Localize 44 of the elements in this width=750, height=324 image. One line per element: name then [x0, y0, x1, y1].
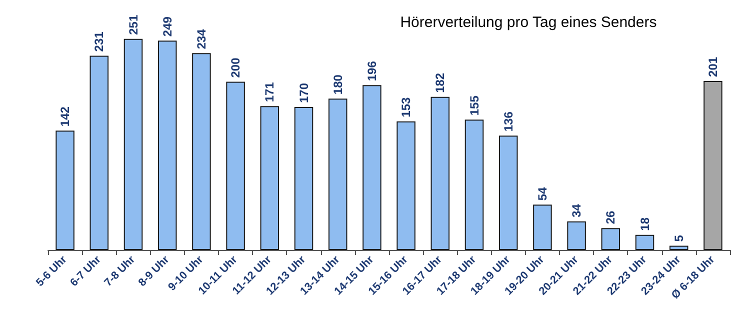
data-label: 249: [160, 16, 174, 37]
data-label: 231: [92, 31, 106, 52]
bar: [464, 120, 484, 250]
bar: [158, 40, 177, 250]
bar: [56, 130, 74, 250]
bar: [498, 136, 518, 250]
data-label: 34: [570, 204, 584, 218]
data-label: 142: [58, 106, 72, 127]
bar: [192, 53, 211, 250]
data-label: 182: [433, 72, 448, 93]
data-label: 26: [604, 210, 618, 224]
data-label: 171: [262, 82, 277, 102]
bar: [294, 107, 314, 250]
bar: [669, 246, 688, 250]
bar: [226, 82, 245, 250]
data-label: 200: [228, 57, 243, 78]
bar: [90, 56, 109, 250]
data-label: 155: [467, 95, 482, 116]
data-label: 153: [399, 96, 414, 118]
bar: [533, 204, 552, 250]
bar: [260, 106, 280, 250]
data-label: 170: [296, 82, 311, 104]
x-tick-label: 6-7 Uhr: [68, 253, 104, 290]
bar: [124, 38, 143, 250]
bar: [601, 228, 620, 250]
bar: [328, 98, 348, 250]
data-label: 196: [364, 60, 379, 82]
data-label: 136: [501, 111, 516, 132]
data-label: 5: [672, 234, 686, 242]
data-label: 180: [330, 74, 345, 95]
x-tick-label: 5-6 Uhr: [34, 253, 70, 290]
bar: [396, 121, 416, 250]
bar: [430, 96, 450, 250]
data-label: 234: [194, 28, 208, 50]
data-label: 18: [638, 217, 652, 231]
data-label: 201: [706, 56, 720, 77]
data-label: 251: [126, 14, 140, 35]
chart-title: Hörerverteilung pro Tag eines Senders: [400, 14, 657, 31]
bar: [704, 80, 722, 250]
data-label: 54: [535, 186, 550, 201]
bar: [362, 85, 382, 250]
x-tick-label: 7-8 Uhr: [102, 253, 138, 290]
bar: [567, 221, 586, 250]
bar: [635, 234, 654, 250]
